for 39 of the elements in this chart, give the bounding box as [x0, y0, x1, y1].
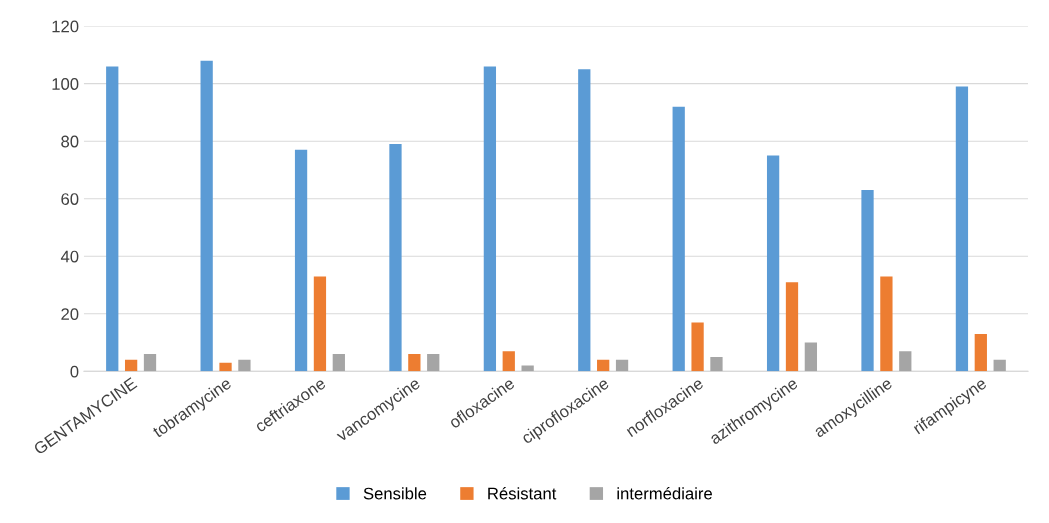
y-tick-label: 20 [61, 308, 79, 320]
bar [691, 322, 704, 372]
y-tick-label: 100 [52, 78, 79, 90]
bar [615, 359, 629, 372]
bar [124, 359, 138, 372]
bar [313, 276, 327, 372]
bar [578, 69, 591, 372]
bar [332, 354, 345, 372]
bar [766, 155, 780, 372]
y-tick-label: 80 [61, 135, 79, 148]
bar [106, 66, 119, 372]
bar [597, 359, 610, 372]
y-tick-label: 0 [70, 365, 79, 378]
bar [294, 149, 308, 372]
y-tick-label: 40 [60, 250, 79, 263]
bar [238, 359, 251, 372]
bar [200, 60, 213, 372]
bar [427, 354, 440, 372]
bar [672, 106, 685, 372]
bar [955, 86, 969, 372]
legend-label: Résistant [488, 487, 557, 500]
bar [389, 144, 402, 372]
bar [861, 190, 874, 372]
bar [993, 359, 1006, 372]
bar [408, 354, 421, 372]
bar [804, 342, 818, 372]
y-tick-label: 60 [61, 193, 79, 205]
bar [710, 356, 723, 372]
bar [899, 351, 912, 372]
bar [143, 354, 157, 372]
bar [880, 276, 893, 372]
bar [502, 351, 515, 372]
y-tick-label: 120 [52, 20, 79, 33]
legend-label: Sensible [363, 487, 427, 500]
bar [483, 66, 497, 372]
bar [219, 362, 232, 372]
bar [974, 333, 987, 372]
legend-label: intermédiaire [617, 487, 712, 500]
bar [785, 282, 799, 372]
